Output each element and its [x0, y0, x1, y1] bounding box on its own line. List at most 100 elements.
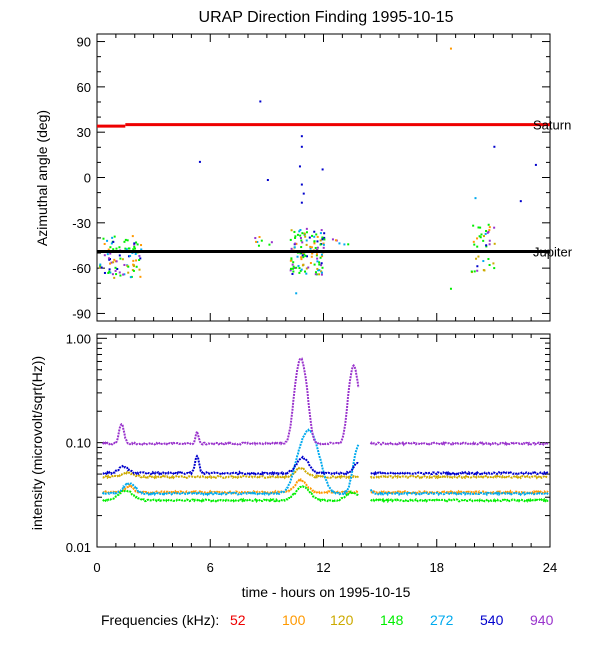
direction-point	[488, 239, 491, 242]
direction-point	[135, 265, 138, 268]
direction-point	[136, 243, 139, 246]
series-940-khz-line	[101, 357, 360, 447]
direction-point	[313, 242, 316, 245]
direction-point	[331, 238, 334, 241]
direction-point	[311, 252, 314, 255]
frequency-legend: Frequencies (kHz): 52 100 120 148 272 540 940	[101, 612, 554, 628]
direction-point	[114, 266, 117, 269]
direction-point	[313, 230, 316, 233]
direction-point	[316, 260, 319, 263]
direction-point	[305, 239, 308, 242]
direction-point	[484, 232, 487, 235]
intensity-y-tick-label: 0.01	[66, 540, 91, 555]
direction-panel: 90 60 30 0 -30 -60 -90 Azimuthal angle (deg) S…	[34, 33, 573, 322]
direction-point	[314, 246, 317, 249]
series-120-khz-line	[102, 466, 360, 480]
direction-point	[305, 227, 308, 230]
direction-point	[293, 266, 296, 269]
direction-y-tick-label: 30	[77, 125, 91, 140]
direction-point	[479, 226, 482, 229]
direction-point	[322, 243, 325, 246]
direction-y-tick-labels: 90 60 30 0 -30 -60 -90	[72, 35, 91, 322]
direction-point	[298, 267, 301, 270]
intensity-y-tick-label: 0.10	[66, 436, 91, 451]
direction-points	[99, 47, 537, 295]
direction-point	[478, 235, 481, 238]
direction-point	[470, 270, 473, 273]
direction-point	[256, 240, 259, 243]
direction-point	[320, 271, 323, 274]
direction-point	[482, 239, 485, 242]
direction-point	[110, 261, 113, 264]
direction-y-tick-label: 60	[77, 80, 91, 95]
direction-point	[519, 200, 522, 203]
direction-point	[307, 266, 310, 269]
direction-point	[299, 228, 302, 231]
direction-point	[322, 237, 325, 240]
frequency-legend-item: 148	[380, 612, 404, 628]
direction-point	[119, 274, 122, 277]
direction-point	[477, 226, 480, 229]
direction-point	[305, 272, 308, 275]
direction-point	[110, 242, 113, 245]
direction-point	[300, 268, 303, 271]
direction-point	[291, 267, 294, 270]
direction-point	[318, 269, 321, 272]
direction-point	[123, 240, 126, 243]
direction-point	[300, 183, 303, 186]
direction-point	[315, 233, 318, 236]
series-100-khz-line	[370, 489, 549, 495]
direction-point	[138, 254, 141, 257]
direction-point	[309, 245, 312, 248]
intensity-panel: 1.00 0.10 0.01 0 6 12 18 24 intensity (microvo…	[29, 331, 557, 600]
direction-point	[299, 237, 302, 240]
series-540-khz-line	[370, 470, 549, 476]
direction-point	[296, 233, 299, 236]
direction-point	[107, 271, 110, 274]
direction-point	[316, 257, 319, 260]
direction-point	[297, 264, 300, 267]
direction-point	[472, 224, 475, 227]
direction-point	[129, 254, 132, 257]
direction-point	[135, 259, 138, 262]
saturn-label: Saturn	[533, 118, 571, 133]
direction-point	[305, 255, 308, 258]
direction-point	[321, 255, 324, 258]
direction-point	[314, 273, 317, 276]
direction-point	[479, 236, 482, 239]
direction-point	[270, 241, 273, 244]
direction-point	[113, 258, 116, 261]
direction-point	[488, 243, 491, 246]
direction-point	[317, 269, 320, 272]
direction-point	[298, 230, 301, 233]
direction-point	[294, 236, 297, 239]
direction-point	[138, 268, 141, 271]
direction-point	[485, 229, 488, 232]
direction-point	[115, 273, 118, 276]
direction-point	[112, 261, 115, 264]
frequency-legend-item: 120	[330, 612, 354, 628]
series-272-khz-line	[101, 428, 360, 497]
direction-point	[302, 256, 305, 259]
direction-point	[133, 243, 136, 246]
direction-point	[477, 255, 480, 258]
series-120-khz-line	[369, 474, 549, 480]
direction-point	[493, 226, 496, 229]
time-x-tick-labels: 0 6 12 18 24	[93, 560, 557, 575]
direction-point	[320, 262, 323, 265]
direction-point	[488, 229, 491, 232]
direction-point	[334, 239, 337, 242]
direction-point	[310, 246, 313, 249]
direction-point	[483, 269, 486, 272]
direction-point	[108, 268, 111, 271]
direction-point	[268, 243, 271, 246]
direction-point	[493, 267, 496, 270]
direction-point	[111, 273, 114, 276]
direction-point	[292, 270, 295, 273]
direction-plot-frame	[96, 33, 551, 322]
direction-point	[124, 247, 127, 250]
direction-point	[291, 272, 294, 275]
direction-point	[113, 235, 116, 238]
direction-point	[133, 245, 136, 248]
